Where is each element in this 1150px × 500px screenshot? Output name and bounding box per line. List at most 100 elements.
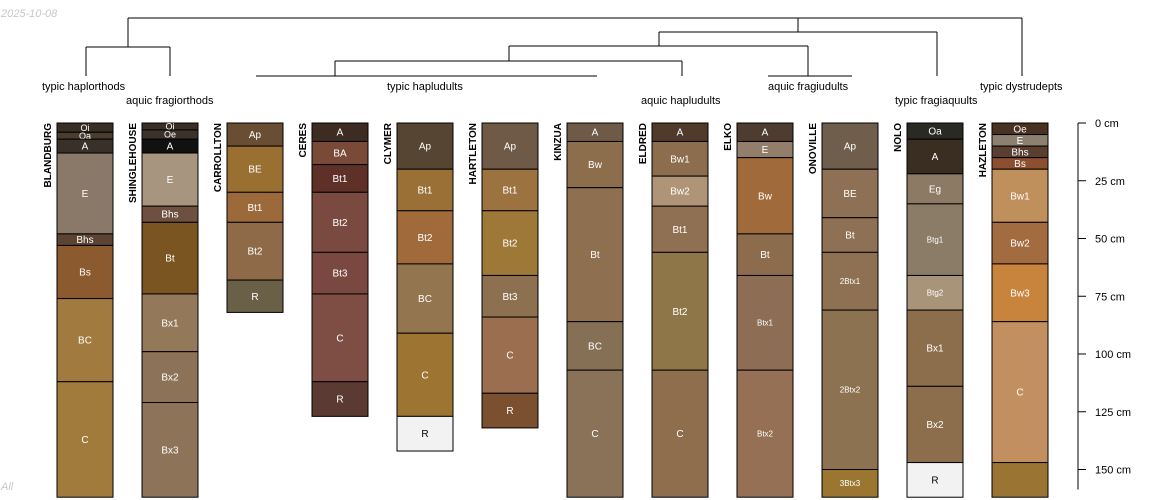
horizon-label: Bt2 — [672, 307, 687, 318]
horizon — [481, 122, 539, 170]
horizon — [991, 263, 1049, 323]
horizon — [481, 168, 539, 212]
horizon — [141, 221, 199, 295]
horizon-label: Btx2 — [757, 429, 774, 438]
horizon-label: Bx3 — [161, 445, 179, 456]
horizon — [311, 164, 369, 193]
horizon — [311, 293, 369, 383]
horizon-label: Bs — [79, 267, 91, 278]
axis-tick-label: 150 cm — [1095, 465, 1131, 477]
horizon — [396, 415, 454, 452]
corner-label: All — [1, 481, 14, 493]
horizon-label: Oa — [928, 127, 942, 138]
horizon — [481, 316, 539, 394]
horizon-label: R — [421, 429, 428, 440]
profile-name: HARTLETON — [468, 123, 479, 184]
horizon — [566, 187, 624, 323]
profile-name: HAZLETON — [978, 123, 989, 177]
soil-profile-eldred: A Bw1 Bw2 Bt1 Bt2 C ELDRED — [638, 122, 709, 498]
soil-profile-ceres: A BA Bt1 Bt2 Bt3 C R CERES — [298, 122, 369, 417]
axis-tick-label: 50 cm — [1095, 234, 1125, 246]
horizon-label: Ap — [504, 142, 517, 153]
horizon-label: Bt — [165, 254, 175, 265]
depth-axis: 0 cm 25 cm 50 cm 75 cm 100 cm 125 cm 150 cm — [1077, 118, 1131, 490]
horizon — [396, 122, 454, 170]
horizon-label: Bt2 — [417, 233, 432, 244]
horizon — [481, 274, 539, 318]
horizon — [821, 168, 879, 219]
horizon-label: A — [167, 142, 174, 153]
horizon — [481, 210, 539, 276]
horizon-label: Oi — [81, 123, 90, 133]
horizon-label: Bhs — [1011, 147, 1028, 158]
profile-name: SHINGLEHOUSE — [128, 123, 139, 203]
horizon — [821, 122, 879, 170]
horizon-label: Bx2 — [161, 373, 179, 384]
horizon-label: Bx2 — [926, 420, 944, 431]
horizon-label: R — [336, 395, 343, 406]
horizon — [736, 157, 794, 235]
subgroup-label: typic dystrudepts — [980, 81, 1063, 93]
horizon — [906, 385, 964, 464]
horizon-label: Bt2 — [502, 239, 517, 250]
horizon — [311, 191, 369, 253]
horizon — [226, 221, 284, 281]
dendro-root-link — [128, 17, 1022, 32]
horizon — [991, 168, 1049, 223]
horizon — [651, 175, 709, 207]
horizon-label: E — [1017, 136, 1024, 147]
horizon-label: Bt1 — [332, 174, 347, 185]
horizon — [821, 251, 879, 311]
horizon-label: Btx1 — [757, 319, 774, 328]
horizon-label: 2Btx1 — [840, 277, 861, 286]
horizon-label: Bt — [590, 250, 600, 261]
horizon — [906, 173, 964, 205]
subgroup-label: typic fragiaquults — [895, 95, 978, 107]
horizon-label: Bt — [845, 231, 855, 242]
horizon — [56, 152, 114, 235]
horizon-label: C — [1016, 388, 1023, 399]
horizon — [141, 293, 199, 353]
profile-name: CARROLLTON — [213, 123, 224, 192]
horizon-label: Btg1 — [927, 235, 944, 244]
profile-name: BLANDBURG — [43, 123, 54, 188]
horizon-label: Bt1 — [502, 185, 517, 196]
horizon — [991, 462, 1049, 498]
horizon — [906, 274, 964, 311]
horizon-label: Oe — [1013, 124, 1027, 135]
horizon-label: Bw1 — [1010, 191, 1030, 202]
horizon — [226, 191, 284, 223]
horizon-label: Bx1 — [926, 344, 944, 355]
horizon — [566, 369, 624, 498]
horizon-label: BC — [78, 336, 92, 347]
horizon-label: E — [167, 175, 174, 186]
profile-name: NOLO — [893, 123, 904, 152]
dendro-right-group-link — [658, 18, 1023, 76]
horizon-label: E — [762, 145, 769, 156]
horizon — [141, 402, 199, 498]
horizon-label: R — [506, 406, 513, 417]
horizon-label: C — [81, 435, 88, 446]
axis-tick-label: 100 cm — [1095, 349, 1131, 361]
horizon-label: C — [506, 351, 513, 362]
horizon — [396, 210, 454, 265]
horizon — [906, 462, 964, 498]
soil-profile-elko: AE Bw Bt Btx1 Btx2 ELKO — [723, 122, 794, 498]
subgroup-label: aquic fragiorthods — [126, 95, 214, 107]
horizon-label: E — [82, 189, 89, 200]
horizon-label: Oi — [166, 122, 175, 132]
soil-profile-clymer: Ap Bt1 Bt2 BC C R CLYMER — [383, 122, 454, 452]
horizon-label: A — [677, 128, 684, 139]
axis-tick-label: 0 cm — [1095, 118, 1119, 130]
subgroup-label: typic haplorthods — [42, 81, 126, 93]
horizon-label: R — [251, 292, 258, 303]
horizon-label: BE — [843, 189, 857, 200]
horizon-label: BE — [248, 165, 262, 176]
profile-name: ELDRED — [638, 123, 649, 164]
profile-name: CLYMER — [383, 122, 394, 164]
horizon-label: A — [82, 142, 89, 153]
profile-name: ELKO — [723, 123, 734, 151]
horizon-label: C — [421, 370, 428, 381]
